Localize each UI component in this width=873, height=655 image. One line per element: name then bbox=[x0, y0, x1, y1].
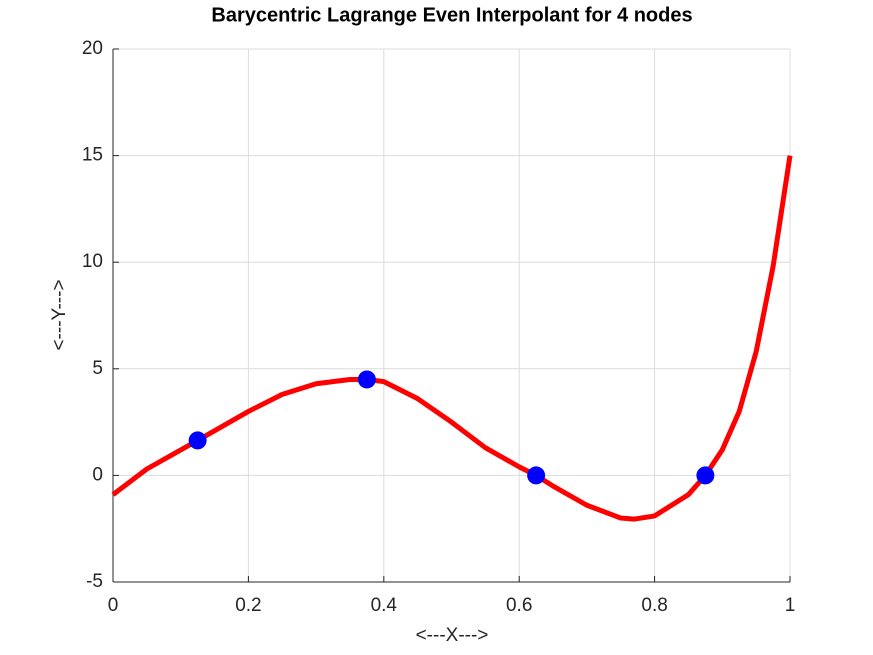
y-tick-label: 15 bbox=[82, 145, 103, 166]
node-point bbox=[527, 466, 546, 485]
node-point bbox=[188, 431, 207, 450]
y-tick-label: -5 bbox=[86, 571, 103, 592]
node-point bbox=[357, 370, 376, 389]
x-tick-label: 0.4 bbox=[371, 595, 398, 616]
x-tick-label: 0.6 bbox=[506, 595, 532, 616]
y-tick-label: 10 bbox=[82, 251, 103, 272]
chart-title: Barycentric Lagrange Even Interpolant fo… bbox=[211, 4, 692, 26]
y-axis-label: <---Y---> bbox=[49, 279, 70, 350]
x-tick-label: 0.2 bbox=[235, 595, 261, 616]
x-tick-label: 1 bbox=[785, 595, 796, 616]
x-tick-label: 0.8 bbox=[641, 595, 667, 616]
y-tick-label: 5 bbox=[92, 358, 103, 379]
y-tick-label: 20 bbox=[82, 38, 103, 59]
x-tick-label: 0 bbox=[108, 595, 119, 616]
node-point bbox=[696, 466, 715, 485]
y-tick-label: 0 bbox=[92, 464, 103, 485]
interpolant-line bbox=[111, 155, 793, 522]
x-axis-label: <---X---> bbox=[416, 625, 489, 646]
